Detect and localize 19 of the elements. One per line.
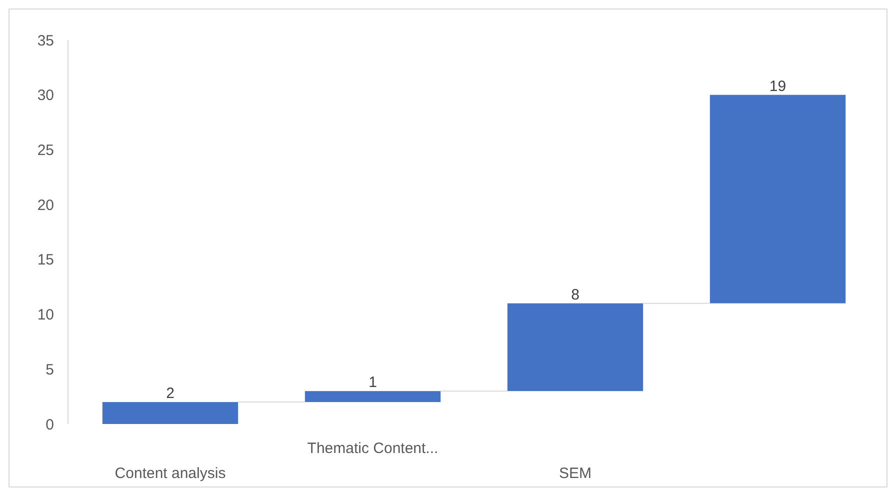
y-tick-label: 35 [37, 32, 54, 50]
y-tick-label: 20 [37, 196, 54, 214]
bar [507, 303, 644, 392]
x-tick-label: Thematic Content... [307, 440, 438, 457]
y-tick-label: 10 [37, 306, 54, 324]
bar [710, 94, 846, 304]
data-label: 8 [571, 286, 580, 304]
x-tick-label: Content analysis [114, 465, 226, 482]
bar [102, 402, 238, 424]
data-label: 19 [769, 78, 786, 95]
data-label: 1 [368, 374, 377, 392]
y-tick-label: 30 [37, 87, 54, 104]
y-tick-label: 5 [46, 361, 54, 378]
y-tick-label: 25 [37, 142, 54, 159]
x-tick-label: SEM [558, 465, 592, 482]
bar [304, 391, 441, 402]
y-tick-label: 0 [46, 416, 54, 434]
y-tick-label: 15 [37, 252, 54, 269]
data-label: 2 [166, 385, 174, 402]
